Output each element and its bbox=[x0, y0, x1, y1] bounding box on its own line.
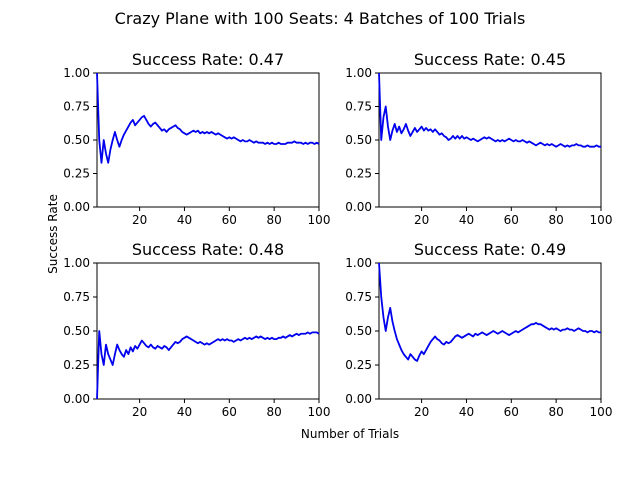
y-tick-label: 1.00 bbox=[63, 66, 90, 80]
x-tick-label: 80 bbox=[267, 405, 282, 419]
x-tick-label: 80 bbox=[267, 213, 282, 227]
y-tick-label: 0.25 bbox=[345, 358, 372, 372]
subplot-1: Success Rate: 0.47 20 40 60 80 100 0.00 0.25 0.5… bbox=[63, 50, 330, 227]
x-tick-label: 40 bbox=[177, 405, 192, 419]
x-tick-label: 20 bbox=[414, 405, 429, 419]
subplot-title: Success Rate: 0.48 bbox=[132, 240, 284, 259]
y-tick-label: 0.00 bbox=[345, 200, 372, 214]
success-rate-line bbox=[378, 72, 601, 148]
x-tick-label: 60 bbox=[504, 213, 519, 227]
success-rate-line bbox=[96, 330, 320, 400]
plot-area bbox=[96, 262, 320, 400]
y-tick-label: 0.50 bbox=[345, 133, 372, 147]
subplot-grid: Success Rate: 0.47 20 40 60 80 100 0.00 0.25 0.5… bbox=[63, 50, 612, 419]
x-tick-label: 40 bbox=[459, 213, 474, 227]
y-tick-label: 0.75 bbox=[63, 290, 90, 304]
subplot-title: Success Rate: 0.49 bbox=[414, 240, 566, 259]
x-tick-label: 60 bbox=[504, 405, 519, 419]
subplot-title: Success Rate: 0.45 bbox=[414, 50, 566, 69]
y-tick-label: 1.00 bbox=[63, 256, 90, 270]
y-tick-label: 0.75 bbox=[345, 100, 372, 114]
x-tick-label: 100 bbox=[590, 213, 613, 227]
y-tick-label: 0.00 bbox=[63, 392, 90, 406]
y-tick-label: 0.25 bbox=[345, 167, 372, 181]
success-rate-line bbox=[378, 262, 601, 362]
y-tick-label: 0.25 bbox=[63, 167, 90, 181]
x-tick-label: 20 bbox=[132, 405, 147, 419]
y-tick-label: 1.00 bbox=[345, 66, 372, 80]
y-tick-label: 0.00 bbox=[63, 200, 90, 214]
y-axis-label: Success Rate bbox=[46, 194, 60, 274]
x-tick-label: 20 bbox=[414, 213, 429, 227]
y-tick-label: 0.50 bbox=[63, 133, 90, 147]
y-tick-label: 0.75 bbox=[345, 290, 372, 304]
subplot-3: Success Rate: 0.48 20 40 60 80 100 0.00 0.25 0.5… bbox=[63, 240, 330, 419]
subplot-title: Success Rate: 0.47 bbox=[132, 50, 284, 69]
success-rate-line bbox=[96, 72, 320, 164]
y-tick-label: 0.25 bbox=[63, 358, 90, 372]
x-tick-label: 40 bbox=[459, 405, 474, 419]
y-tick-label: 0.50 bbox=[63, 324, 90, 338]
figure-title: Crazy Plane with 100 Seats: 4 Batches of… bbox=[115, 9, 526, 28]
y-tick-label: 1.00 bbox=[345, 256, 372, 270]
plot-area bbox=[96, 72, 320, 208]
x-tick-label: 40 bbox=[177, 213, 192, 227]
plot-area bbox=[378, 262, 602, 400]
x-axis-label: Number of Trials bbox=[301, 427, 399, 441]
subplot-2: Success Rate: 0.45 20 40 60 80 100 0.00 0.25 0.5… bbox=[345, 50, 612, 227]
x-tick-label: 100 bbox=[590, 405, 613, 419]
x-tick-label: 100 bbox=[308, 405, 331, 419]
x-tick-label: 60 bbox=[222, 405, 237, 419]
x-tick-label: 20 bbox=[132, 213, 147, 227]
y-tick-label: 0.00 bbox=[345, 392, 372, 406]
x-tick-label: 60 bbox=[222, 213, 237, 227]
x-tick-label: 80 bbox=[549, 213, 564, 227]
x-tick-label: 100 bbox=[308, 213, 331, 227]
y-tick-label: 0.75 bbox=[63, 100, 90, 114]
subplot-4: Success Rate: 0.49 20 40 60 80 100 0.00 0.25 0.5… bbox=[345, 240, 612, 419]
x-tick-label: 80 bbox=[549, 405, 564, 419]
y-tick-label: 0.50 bbox=[345, 324, 372, 338]
plot-area bbox=[378, 72, 602, 208]
